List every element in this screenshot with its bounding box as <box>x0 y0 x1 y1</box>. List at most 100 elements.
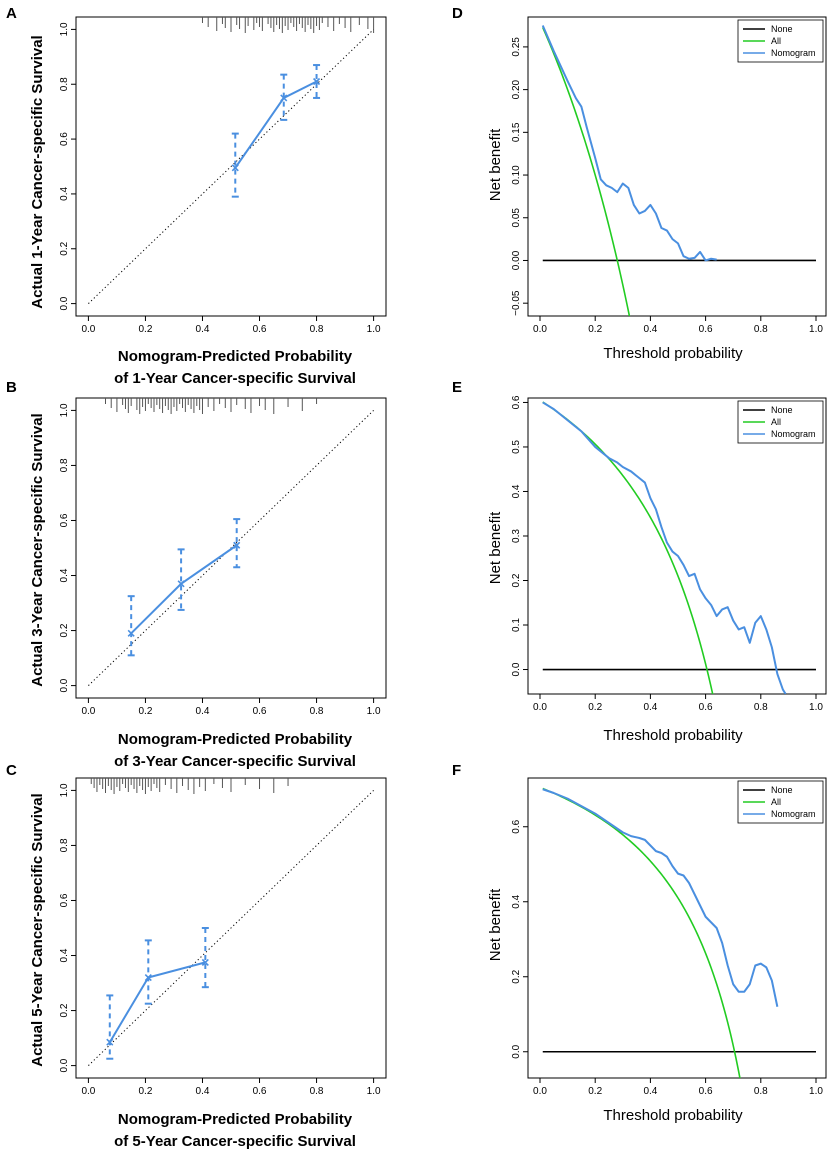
x-tick-label: 0.8 <box>754 702 768 713</box>
x-tick-label: 0.0 <box>81 324 95 335</box>
x-tick-label: 1.0 <box>367 324 381 335</box>
plot-frame <box>527 777 827 1079</box>
x-tick-label: 0.2 <box>588 1086 602 1097</box>
y-tick-label: 0.1 <box>511 618 522 632</box>
y-tick-label: 0.2 <box>59 623 70 637</box>
y-tick-label: 0.6 <box>511 395 522 409</box>
x-tick-label: 0.0 <box>81 706 95 717</box>
x-tick-label: 0.8 <box>310 1086 324 1097</box>
x-axis-label-line2: of 5-Year Cancer-specific Survival <box>114 1133 356 1150</box>
calibration-plot-b: Actual 3-Year Cancer-specific Survival N… <box>29 397 387 770</box>
y-tick-label: 0.4 <box>511 484 522 498</box>
reference-diagonal-line <box>88 790 374 1066</box>
x-tick-label: 1.0 <box>809 702 823 713</box>
y-tick-label: 0.10 <box>511 165 522 185</box>
x-tick-label: 0.4 <box>196 1086 210 1097</box>
x-tick-label: 0.2 <box>138 1086 152 1097</box>
y-tick-label: 0.0 <box>59 1058 70 1072</box>
plot-area <box>542 401 816 694</box>
x-tick-label: 0.2 <box>588 324 602 335</box>
x-tick-label: 0.0 <box>533 1086 547 1097</box>
x-tick-label: 0.6 <box>253 1086 267 1097</box>
y-tick-label: 1.0 <box>59 403 70 417</box>
calibration-plot-c: Actual 5-Year Cancer-specific Survival N… <box>29 777 387 1150</box>
y-axis-label: Actual 3-Year Cancer-specific Survival <box>29 413 46 686</box>
x-tick-label: 0.4 <box>196 324 210 335</box>
legend-label: All <box>771 417 781 427</box>
legend-label: All <box>771 797 781 807</box>
calibration-point <box>201 958 209 966</box>
y-tick-label: −0.05 <box>511 290 522 316</box>
y-tick-label: 0.05 <box>511 208 522 228</box>
y-axis-label: Net benefit <box>487 128 504 201</box>
y-tick-label: 0.5 <box>511 440 522 454</box>
y-tick-label: 0.4 <box>59 568 70 582</box>
legend-label: Nomogram <box>771 48 816 58</box>
x-axis-label-line2: of 3-Year Cancer-specific Survival <box>114 753 356 770</box>
y-tick-label: 0.8 <box>59 77 70 91</box>
y-tick-label: 0.00 <box>511 250 522 270</box>
y-tick-label: 0.6 <box>511 819 522 833</box>
x-tick-label: 0.6 <box>699 702 713 713</box>
plot-area <box>541 25 816 316</box>
x-tick-label: 1.0 <box>367 706 381 717</box>
y-tick-label: 0.0 <box>59 296 70 310</box>
y-tick-label: 0.8 <box>59 458 70 472</box>
panel-letter-e: E <box>452 379 462 396</box>
y-tick-label: 0.4 <box>511 894 522 908</box>
x-tick-label: 0.8 <box>754 324 768 335</box>
x-tick-label: 0.8 <box>310 706 324 717</box>
plot-frame <box>527 397 827 695</box>
x-tick-label: 0.4 <box>643 324 657 335</box>
x-axis-label: Threshold probability <box>603 1107 743 1124</box>
y-tick-label: 0.2 <box>59 1003 70 1017</box>
calibration-point <box>231 164 239 172</box>
nomogram-curve <box>542 788 779 1007</box>
y-tick-label: 1.0 <box>59 783 70 797</box>
y-tick-label: 0.0 <box>511 662 522 676</box>
x-tick-label: 0.6 <box>253 706 267 717</box>
y-tick-label: 1.0 <box>59 22 70 36</box>
x-tick-label: 0.6 <box>699 324 713 335</box>
y-tick-label: 0.2 <box>511 969 522 983</box>
x-axis-label-line2: of 1-Year Cancer-specific Survival <box>114 370 356 387</box>
calibration-point <box>312 77 321 86</box>
x-axis-label-line1: Nomogram-Predicted Probability <box>118 1111 353 1128</box>
y-tick-label: 0.4 <box>59 187 70 201</box>
calibration-plot-a: Actual 1-Year Cancer-specific Survival N… <box>29 16 387 387</box>
y-axis-label: Actual 5-Year Cancer-specific Survival <box>29 793 46 1066</box>
calibration-point <box>280 94 288 102</box>
y-tick-label: 0.8 <box>59 838 70 852</box>
all-curve <box>542 27 631 316</box>
x-tick-label: 0.6 <box>699 1086 713 1097</box>
y-axis-label: Actual 1-Year Cancer-specific Survival <box>29 35 46 308</box>
y-tick-label: 0.6 <box>59 893 70 907</box>
panel-letter-f: F <box>452 762 461 779</box>
y-tick-label: 0.6 <box>59 513 70 527</box>
panel-letter-d: D <box>452 5 463 22</box>
panel-letter-b: B <box>6 379 17 396</box>
plot-area <box>542 787 816 1078</box>
y-axis-label: Net benefit <box>487 888 504 961</box>
calibration-point <box>177 580 185 588</box>
x-tick-label: 0.2 <box>138 706 152 717</box>
plot-frame <box>527 16 827 317</box>
y-axis-label: Net benefit <box>487 511 504 584</box>
calibration-point <box>106 1038 114 1046</box>
x-tick-label: 1.0 <box>809 1086 823 1097</box>
x-tick-label: 0.4 <box>643 1086 657 1097</box>
x-tick-label: 0.0 <box>533 702 547 713</box>
legend-label: All <box>771 36 781 46</box>
x-tick-label: 1.0 <box>809 324 823 335</box>
decision-curve-d: Net benefit Threshold probability 0.0 0.2… <box>487 16 827 362</box>
x-tick-label: 0.0 <box>81 1086 95 1097</box>
decision-curve-e: Net benefit Threshold probability 0.0 0.2… <box>487 395 827 744</box>
y-tick-label: 0.0 <box>511 1044 522 1058</box>
reference-diagonal-line <box>88 29 374 304</box>
x-tick-label: 0.8 <box>310 324 324 335</box>
x-tick-label: 0.4 <box>196 706 210 717</box>
legend-label: Nomogram <box>771 429 816 439</box>
calibration-point <box>144 973 152 982</box>
y-tick-label: 0.4 <box>59 948 70 962</box>
